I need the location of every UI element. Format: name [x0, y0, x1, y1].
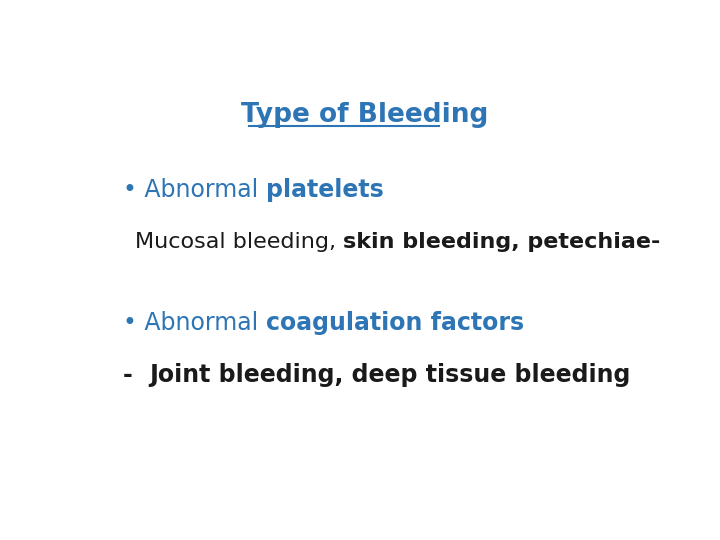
Text: platelets: platelets — [266, 178, 384, 201]
Text: coagulation factors: coagulation factors — [266, 310, 524, 335]
Text: Mucosal bleeding,: Mucosal bleeding, — [135, 232, 343, 252]
Text: Joint bleeding, deep tissue bleeding: Joint bleeding, deep tissue bleeding — [150, 362, 631, 387]
Text: -: - — [124, 362, 150, 387]
Text: • Abnormal: • Abnormal — [124, 178, 266, 201]
Text: • Abnormal: • Abnormal — [124, 310, 266, 335]
Text: Type of Bleeding: Type of Bleeding — [240, 102, 498, 127]
Text: skin bleeding, petechiae-: skin bleeding, petechiae- — [343, 232, 660, 252]
